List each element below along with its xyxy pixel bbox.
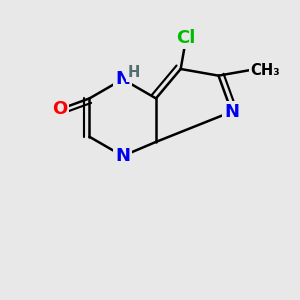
Text: O: O — [52, 100, 68, 118]
Text: N: N — [115, 70, 130, 88]
Text: N: N — [115, 147, 130, 165]
Text: CH₃: CH₃ — [250, 63, 280, 78]
Text: N: N — [224, 103, 239, 121]
Text: H: H — [128, 65, 140, 80]
Text: Cl: Cl — [176, 29, 196, 47]
